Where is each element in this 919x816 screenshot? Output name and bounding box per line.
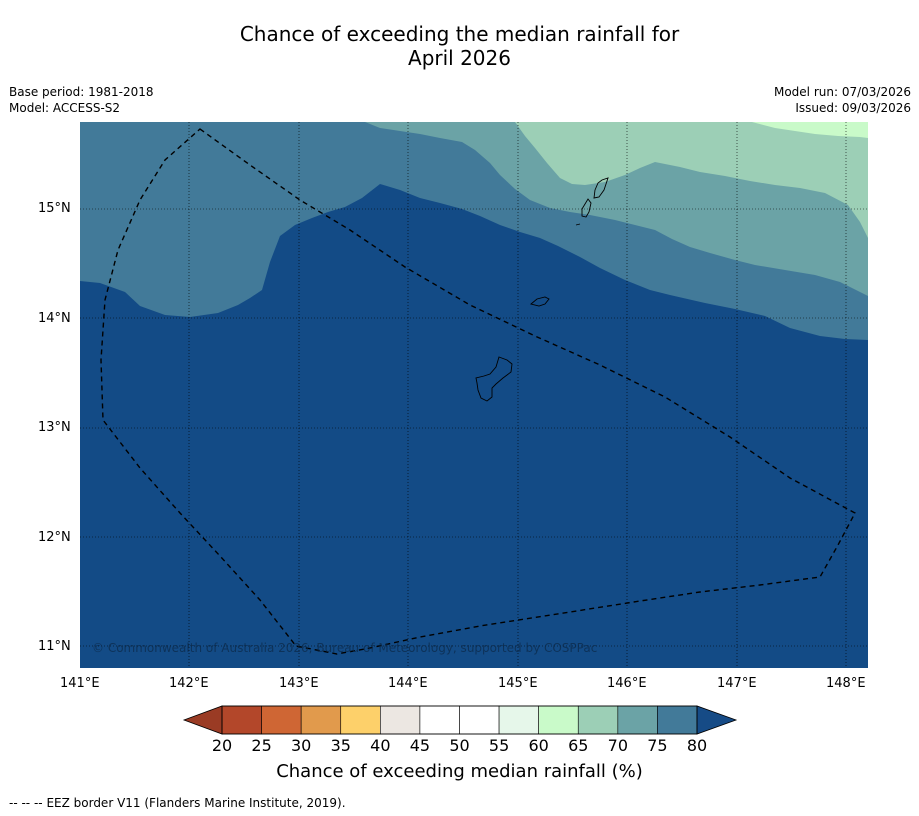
colorbar-cell [300, 705, 342, 735]
lat-label-12: 12°N [38, 530, 71, 545]
colorbar-tick-label: 20 [211, 736, 233, 755]
colorbar-cell [459, 705, 500, 735]
footer-legend: -- -- -- EEZ border V11 (Flanders Marine… [9, 796, 346, 810]
colorbar-under-arrow [182, 705, 223, 735]
colorbar-tick-label: 30 [290, 736, 312, 755]
colorbar-tick-label: 70 [607, 736, 628, 755]
eez-legend-text: EEZ border V11 (Flanders Marine Institut… [46, 796, 346, 810]
lat-label-11: 11°N [38, 639, 71, 654]
title-line-1: Chance of exceeding the median rainfall … [239, 22, 680, 46]
colorbar-tick-label: 60 [528, 736, 549, 755]
band-60-65 [752, 122, 868, 138]
lon-label-148: 148°E [826, 676, 866, 691]
colorbar-over-arrow [696, 705, 738, 735]
copyright-text: © Commonwealth of Australia 2026, Bureau… [92, 641, 598, 655]
colorbar-cell [419, 705, 460, 735]
colorbar-cell [498, 705, 539, 735]
colorbar [182, 705, 738, 735]
lat-label-14: 14°N [38, 311, 71, 326]
colorbar-tick-label: 55 [488, 736, 510, 755]
guam-island [475, 356, 513, 402]
issued-text: Issued: 09/03/2026 [795, 101, 911, 115]
base-period-text: Base period: 1981-2018 [9, 85, 154, 99]
islands [475, 177, 609, 402]
model-run-text: Model run: 07/03/2026 [773, 85, 911, 99]
lon-label-145: 145°E [498, 676, 538, 691]
meta-left: Base period: 1981-2018 Model: ACCESS-S2 [9, 84, 154, 116]
rota-island [530, 296, 550, 307]
graticule [80, 122, 868, 668]
colorbar-tick-label: 25 [251, 736, 272, 755]
meta-right: Model run: 07/03/2026 Issued: 09/03/2026 [774, 84, 911, 116]
colorbar-cell [577, 705, 619, 735]
tinian-island [581, 198, 592, 218]
colorbar-outline [221, 705, 698, 735]
colorbar-tick-label: 80 [686, 736, 708, 755]
rainfall-field [80, 122, 868, 668]
eez-border [100, 128, 856, 655]
lat-label-13: 13°N [38, 420, 71, 435]
title-line-2: April 2026 [408, 46, 511, 70]
colorbar-cell [261, 705, 302, 735]
colorbar-cell [221, 705, 262, 735]
colorbar-cell [380, 705, 421, 735]
aguijan-island [575, 223, 581, 226]
colorbar-cell [340, 705, 381, 735]
lon-label-146: 146°E [607, 676, 647, 691]
model-text: Model: ACCESS-S2 [9, 101, 121, 115]
saipan-island [593, 177, 609, 199]
colorbar-tick-label: 65 [568, 736, 589, 755]
lon-label-144: 144°E [388, 676, 428, 691]
colorbar-tick-label: 75 [647, 736, 668, 755]
colorbar-tick-label: 50 [449, 736, 470, 755]
lon-label-147: 147°E [717, 676, 757, 691]
colorbar-tick-label: 35 [330, 736, 351, 755]
colorbar-tick-label: 45 [409, 736, 431, 755]
lat-label-15: 15°N [38, 201, 71, 216]
map-title: Chance of exceeding the median rainfall … [0, 22, 919, 70]
lon-label-141: 141°E [60, 676, 100, 691]
colorbar-title: Chance of exceeding median rainfall (%) [276, 761, 643, 782]
lon-label-143: 143°E [279, 676, 319, 691]
colorbar-tick-label: 40 [370, 736, 391, 755]
colorbar-cell [617, 705, 658, 735]
colorbar-cell [538, 705, 579, 735]
colorbar-cell [657, 705, 698, 735]
eez-legend-symbol: -- -- -- [9, 796, 43, 810]
lon-label-142: 142°E [169, 676, 209, 691]
colorbar-cells [221, 705, 698, 735]
band-65-70 [515, 122, 868, 238]
